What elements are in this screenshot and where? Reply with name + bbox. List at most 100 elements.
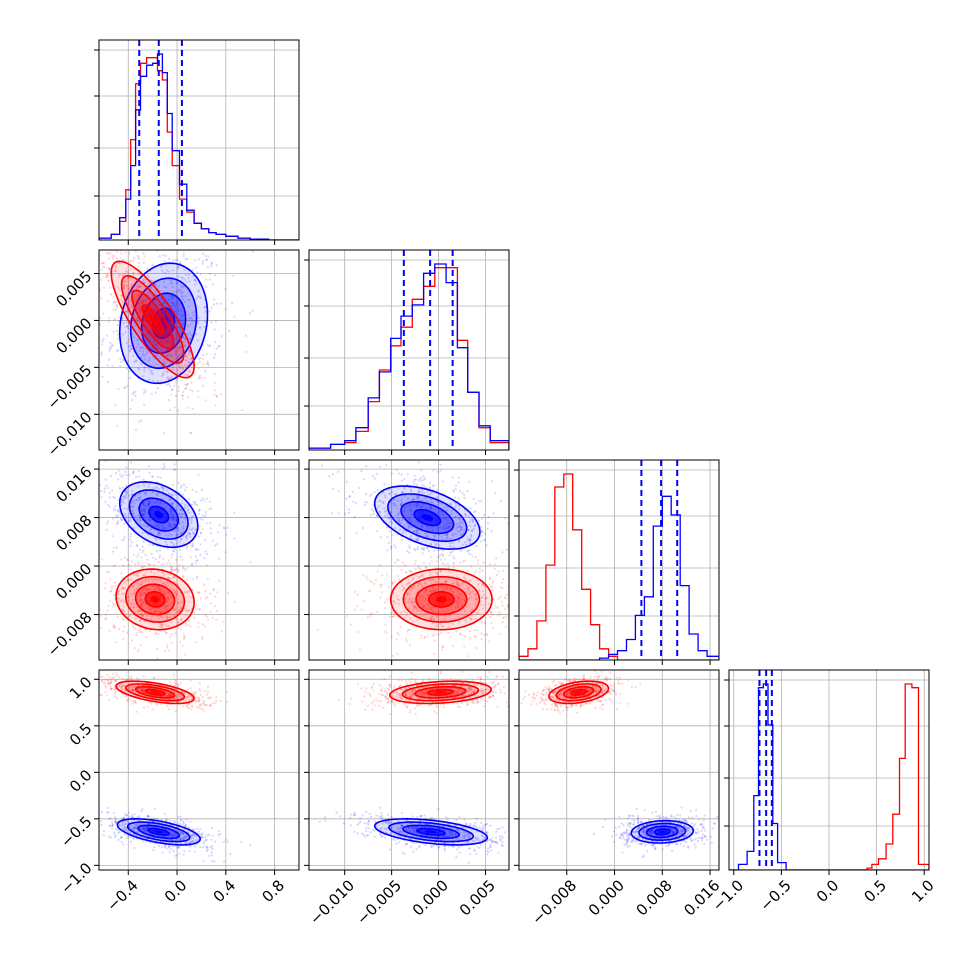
scatter-point [240, 841, 243, 844]
scatter-point [163, 325, 166, 328]
scatter-point [511, 623, 513, 625]
scatter-point [131, 501, 134, 504]
scatter-point [167, 320, 170, 323]
scatter-point [179, 819, 182, 822]
scatter-point [114, 403, 117, 406]
scatter-point [155, 538, 158, 541]
scatter-point [88, 260, 90, 262]
scatter-point [177, 290, 180, 293]
scatter-point [197, 626, 200, 629]
scatter-point [141, 509, 144, 512]
scatter-point [197, 322, 200, 325]
scatter-point [156, 499, 159, 502]
scatter-point [178, 385, 181, 389]
scatter-point [173, 347, 176, 350]
scatter-point [210, 321, 213, 324]
scatter-point [179, 532, 182, 535]
scatter-point [143, 281, 146, 284]
scatter-point [126, 284, 129, 287]
scatter-point [151, 296, 154, 299]
scatter-point [495, 573, 499, 577]
scatter-point [183, 269, 186, 272]
scatter-point [108, 818, 111, 821]
scatter-point [490, 530, 493, 533]
scatter-point [122, 259, 125, 262]
scatter-point [157, 352, 160, 355]
scatter-point [491, 627, 495, 630]
scatter-point [208, 833, 211, 836]
scatter-point [125, 310, 128, 313]
scatter-point [145, 298, 148, 301]
scatter-point [187, 370, 190, 373]
scatter-point [111, 535, 114, 538]
scatter-point [162, 280, 165, 283]
scatter-point [497, 597, 500, 600]
scatter-point [136, 299, 139, 302]
contour-red [131, 289, 175, 350]
scatter-point [195, 603, 198, 606]
scatter-point [383, 630, 386, 633]
scatter-point [403, 564, 406, 567]
scatter-point [391, 654, 395, 658]
scatter-point [173, 384, 176, 387]
scatter-point [166, 377, 169, 380]
scatter-point [216, 395, 219, 398]
scatter-point [495, 606, 498, 610]
scatter-point [120, 295, 123, 298]
scatter-point [198, 374, 202, 377]
scatter-point [128, 376, 132, 379]
scatter-point [395, 638, 398, 641]
scatter-point [133, 314, 136, 317]
scatter-point [476, 559, 480, 562]
scatter-point [169, 408, 172, 412]
scatter-point [106, 279, 110, 282]
scatter-point [368, 579, 371, 583]
scatter-point [201, 262, 204, 265]
scatter-point [128, 538, 132, 542]
scatter-point [167, 349, 170, 352]
scatter-point [150, 372, 153, 375]
scatter-point [147, 501, 151, 504]
scatter-point [195, 548, 198, 551]
scatter-point [111, 273, 114, 276]
scatter-point [152, 341, 155, 345]
scatter-point [88, 215, 90, 217]
scatter-point [156, 313, 159, 316]
scatter-point [369, 613, 372, 616]
scatter-point [185, 364, 188, 367]
scatter-point [126, 559, 130, 562]
scatter-point [119, 256, 122, 259]
scatter-point [101, 675, 104, 679]
scatter-point [205, 285, 208, 288]
scatter-point [167, 649, 170, 652]
scatter-point [162, 371, 165, 374]
scatter-point [175, 567, 178, 570]
scatter-point [125, 320, 128, 324]
scatter-point [365, 575, 368, 578]
scatter-point [420, 469, 423, 472]
scatter-point [210, 507, 213, 510]
scatter-point [115, 250, 118, 253]
scatter-point [357, 630, 360, 634]
scatter-point [175, 533, 178, 536]
scatter-point [117, 337, 120, 340]
scatter-point [191, 318, 194, 322]
scatter-point [171, 553, 174, 556]
scatter-point [393, 613, 396, 616]
scatter-point [223, 527, 226, 530]
scatter-point [171, 516, 174, 519]
scatter-point [172, 483, 175, 486]
scatter-point [501, 621, 504, 624]
scatter-point [213, 544, 217, 547]
scatter-point [197, 290, 200, 293]
scatter-point [226, 840, 229, 844]
scatter-point [169, 513, 172, 516]
scatter-point [113, 300, 116, 303]
scatter-point [181, 558, 184, 562]
scatter-point [398, 578, 401, 581]
scatter-point [170, 847, 173, 851]
scatter-point [103, 266, 106, 269]
scatter-point [168, 350, 171, 353]
scatter-point [136, 544, 139, 547]
scatter-point [162, 466, 165, 469]
